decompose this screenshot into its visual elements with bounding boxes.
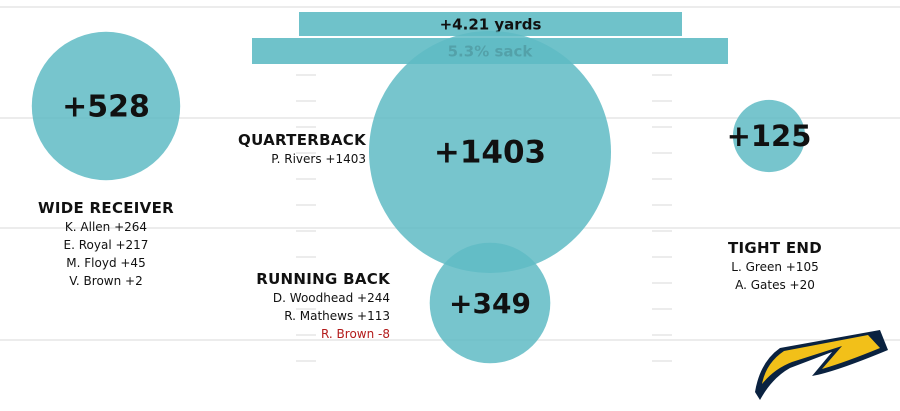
bubble <box>732 99 806 173</box>
position-title: TIGHT END <box>727 239 823 257</box>
bubble-total-label: +349 <box>449 287 531 320</box>
bubble <box>369 31 611 273</box>
bubble <box>31 31 181 181</box>
player-line: L. Green +105 <box>731 260 819 274</box>
group-wide-receiver: WIDE RECEIVER K. Allen +264 E. Royal +21… <box>38 199 174 290</box>
player-line: D. Woodhead +244 <box>272 291 390 305</box>
player-line: A. Gates +20 <box>735 278 815 292</box>
bubble-total-label: +528 <box>62 90 150 125</box>
group-tight-end: TIGHT END L. Green +105 A. Gates +20 <box>728 239 822 294</box>
bubble-total-label: +1403 <box>434 135 546 171</box>
lightning-bolt-logo <box>755 330 888 400</box>
player-line: P. Rivers +1403 <box>271 152 366 166</box>
player-line: K. Allen +264 <box>64 220 148 234</box>
player-line: E. Royal +217 <box>63 238 149 252</box>
player-line-negative: R. Brown -8 <box>321 327 390 341</box>
group-quarterback: QUARTERBACK P. Rivers +1403 <box>238 131 366 168</box>
player-line: R. Mathews +113 <box>284 309 390 323</box>
position-title: WIDE RECEIVER <box>38 199 174 217</box>
group-running-back: RUNNING BACK D. Woodhead +244 R. Mathews… <box>256 270 390 343</box>
player-line: M. Floyd +45 <box>66 256 146 270</box>
bubble <box>429 242 551 364</box>
position-title: QUARTERBACK <box>238 131 366 149</box>
summary-bar-label: +4.21 yards <box>440 16 542 34</box>
position-title: RUNNING BACK <box>256 270 390 288</box>
bubble-total-label: +125 <box>727 119 812 153</box>
player-line: V. Brown +2 <box>69 274 143 288</box>
